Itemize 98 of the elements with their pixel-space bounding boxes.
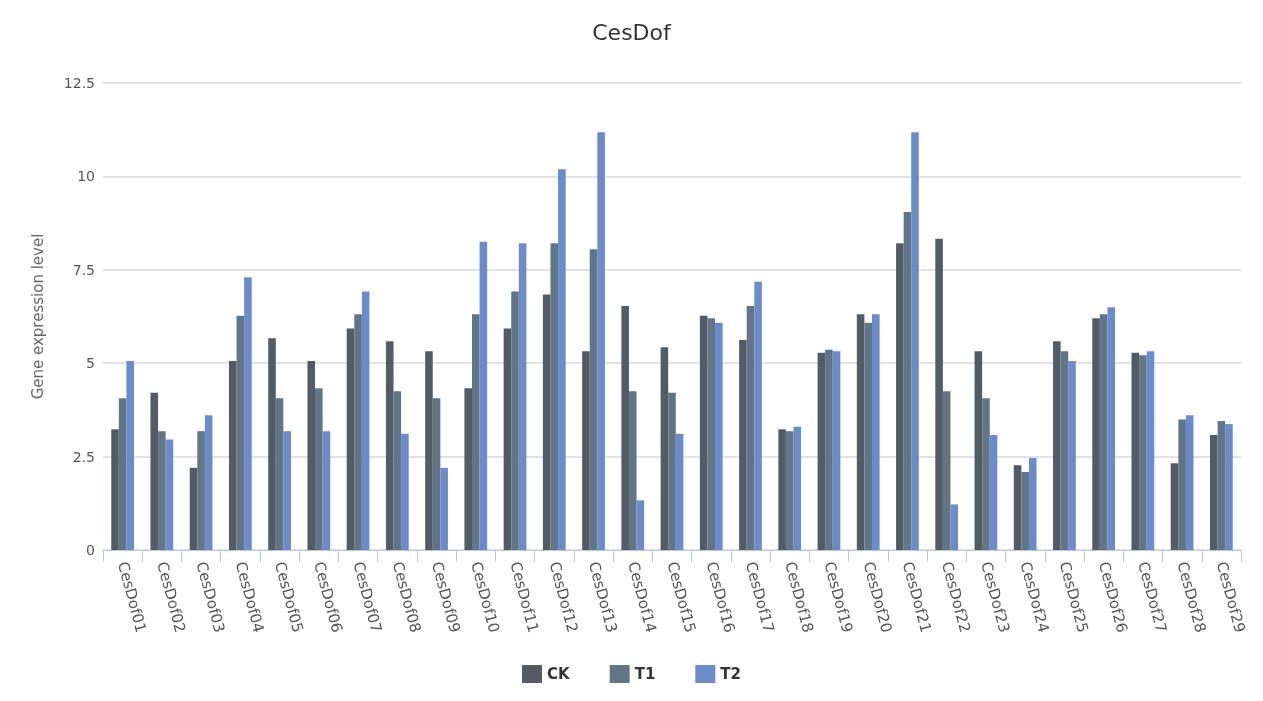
bar [126, 360, 134, 550]
bar [628, 391, 637, 550]
bar [1068, 360, 1076, 550]
bar [393, 391, 402, 550]
y-tick-label: 7.5 [72, 261, 95, 278]
bar [1053, 341, 1061, 550]
bar [283, 431, 291, 550]
bar [896, 243, 904, 550]
bar [793, 426, 802, 550]
bar [785, 431, 794, 550]
y-tick-label: 5 [86, 355, 95, 372]
bar [511, 291, 519, 550]
bar [754, 281, 762, 550]
bar [1131, 352, 1140, 550]
bar [1060, 351, 1069, 550]
bar [518, 243, 527, 550]
bar [715, 322, 723, 550]
bar [361, 291, 370, 550]
bar [1139, 355, 1147, 550]
bar [1099, 314, 1108, 550]
bar [307, 360, 316, 550]
bar [432, 398, 441, 550]
bar [1170, 463, 1179, 550]
bar [503, 328, 512, 550]
bar [275, 398, 284, 550]
bar [542, 294, 551, 550]
bar [597, 132, 605, 550]
bar [935, 238, 943, 550]
bar [950, 504, 959, 550]
bar [197, 431, 205, 550]
bar [1092, 318, 1100, 550]
bar [911, 132, 919, 550]
bar [699, 315, 708, 550]
legend-label: T2 [720, 665, 741, 683]
bar [236, 315, 245, 550]
bar [150, 392, 159, 550]
bar [974, 351, 983, 550]
bar [118, 398, 127, 550]
bar [675, 433, 684, 550]
bar [1021, 471, 1029, 550]
bar [707, 318, 716, 550]
bar [864, 322, 872, 550]
bar [1107, 307, 1116, 550]
bar [472, 314, 480, 550]
bar [982, 398, 990, 550]
bar [817, 352, 826, 550]
bar [746, 306, 755, 550]
bar [668, 392, 676, 550]
bar [739, 340, 747, 550]
bar [903, 211, 912, 550]
bar [660, 347, 669, 550]
bar [621, 306, 629, 550]
bar [479, 241, 488, 550]
bar [550, 243, 559, 550]
bar [440, 467, 448, 550]
bar [942, 391, 951, 550]
y-tick-label: 2.5 [72, 448, 95, 465]
bar [1028, 458, 1037, 550]
chart-title: CesDof [592, 19, 672, 45]
y-axis-title: Gene expression level [28, 233, 47, 400]
y-tick-label: 12.5 [63, 75, 95, 91]
bar [385, 341, 394, 550]
bar [558, 169, 566, 550]
bar [158, 431, 166, 550]
bar [346, 328, 355, 550]
bar [778, 429, 786, 550]
bar [204, 415, 213, 550]
bar [872, 314, 880, 550]
bar [825, 349, 833, 550]
bar [228, 360, 237, 550]
y-tick-label: 0 [86, 542, 95, 558]
bar [189, 467, 198, 550]
bar [111, 429, 119, 550]
bar [464, 388, 472, 550]
bar [856, 314, 865, 550]
bar [1013, 465, 1022, 550]
bar [1225, 424, 1233, 550]
bar [425, 351, 433, 550]
y-tick-label: 10 [77, 168, 95, 185]
bar [268, 338, 276, 550]
legend-label: CK [547, 665, 572, 683]
bar [315, 388, 323, 550]
bar [1178, 419, 1186, 550]
bar [832, 351, 841, 550]
bar [1185, 415, 1194, 550]
bar [165, 439, 174, 550]
bar [401, 433, 409, 550]
bar [244, 277, 252, 550]
bar [989, 434, 998, 550]
bar [322, 431, 331, 550]
legend-label: T1 [634, 665, 656, 683]
bar [589, 249, 598, 550]
bar [1217, 421, 1226, 550]
bar [636, 500, 645, 550]
bar [1210, 434, 1218, 550]
bar [582, 351, 590, 550]
bar [1146, 351, 1155, 550]
bar [354, 314, 362, 550]
